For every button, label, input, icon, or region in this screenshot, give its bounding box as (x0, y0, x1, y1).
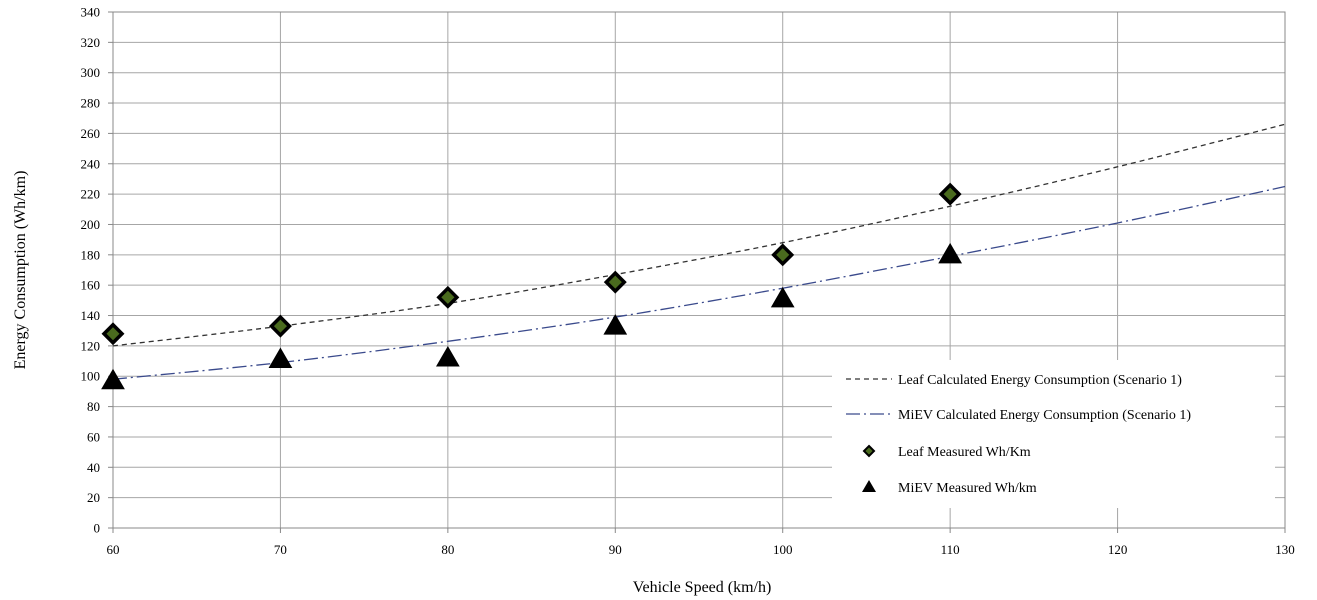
series-point-3 (938, 242, 963, 264)
x-axis-ticks: 60 70 80 90 100 110 120 130 (107, 528, 1295, 557)
legend-label-1: MiEV Calculated Energy Consumption (Scen… (898, 408, 1191, 423)
y-tick-label: 60 (87, 429, 100, 444)
x-tick-label: 100 (773, 542, 793, 557)
y-tick-label: 140 (81, 308, 101, 323)
y-tick-label: 120 (81, 338, 101, 353)
y-axis-ticks: 0 20 40 60 80 100 120 140 160 180 200 220 240 260 280 3… (81, 5, 113, 536)
x-tick-label: 120 (1108, 542, 1128, 557)
y-tick-label: 0 (94, 521, 101, 536)
x-tick-label: 130 (1275, 542, 1295, 557)
x-tick-label: 70 (274, 542, 287, 557)
series-points (101, 182, 963, 390)
y-tick-label: 240 (81, 156, 101, 171)
y-axis-title: Energy Consumption (Wh/km) (12, 171, 29, 370)
legend-background (832, 360, 1275, 508)
x-tick-label: 80 (441, 542, 454, 557)
legend-label-2: Leaf Measured Wh/Km (898, 445, 1031, 460)
y-tick-label: 300 (81, 65, 101, 80)
y-tick-label: 40 (87, 460, 100, 475)
y-tick-label: 160 (81, 278, 101, 293)
y-tick-label: 80 (87, 399, 100, 414)
legend: Leaf Calculated Energy Consumption (Scen… (832, 360, 1275, 508)
y-tick-label: 260 (81, 126, 101, 141)
y-tick-label: 340 (81, 5, 101, 20)
series-point-3 (268, 347, 293, 369)
x-tick-label: 60 (107, 542, 120, 557)
series-point-2 (268, 314, 292, 338)
x-axis-title: Vehicle Speed (km/h) (633, 579, 772, 596)
series-point-2 (436, 285, 460, 309)
y-tick-label: 320 (81, 35, 101, 50)
legend-label-0: Leaf Calculated Energy Consumption (Scen… (898, 373, 1182, 388)
series-point-3 (603, 314, 628, 335)
y-tick-label: 100 (81, 369, 101, 384)
series-point-2 (938, 182, 962, 206)
x-tick-label: 110 (941, 542, 960, 557)
series-point-3 (101, 368, 125, 390)
y-tick-label: 20 (87, 490, 100, 505)
series-point-2 (603, 270, 627, 294)
legend-swatch-2 (862, 444, 876, 458)
series-point-2 (101, 322, 125, 346)
series-point-3 (770, 286, 795, 308)
y-tick-label: 220 (81, 187, 101, 202)
y-tick-label: 180 (81, 247, 101, 262)
series-line-1 (112, 185, 1286, 380)
series-point-2 (771, 243, 795, 267)
series-point-3 (435, 346, 460, 367)
series-lines (112, 123, 1286, 380)
legend-label-3: MiEV Measured Wh/km (898, 481, 1037, 496)
y-tick-label: 280 (81, 96, 101, 111)
y-tick-label: 200 (81, 217, 101, 232)
legend-swatch-3 (862, 480, 876, 492)
plot-frame (112, 11, 1286, 529)
x-tick-label: 90 (609, 542, 622, 557)
series-line-0 (112, 123, 1286, 347)
